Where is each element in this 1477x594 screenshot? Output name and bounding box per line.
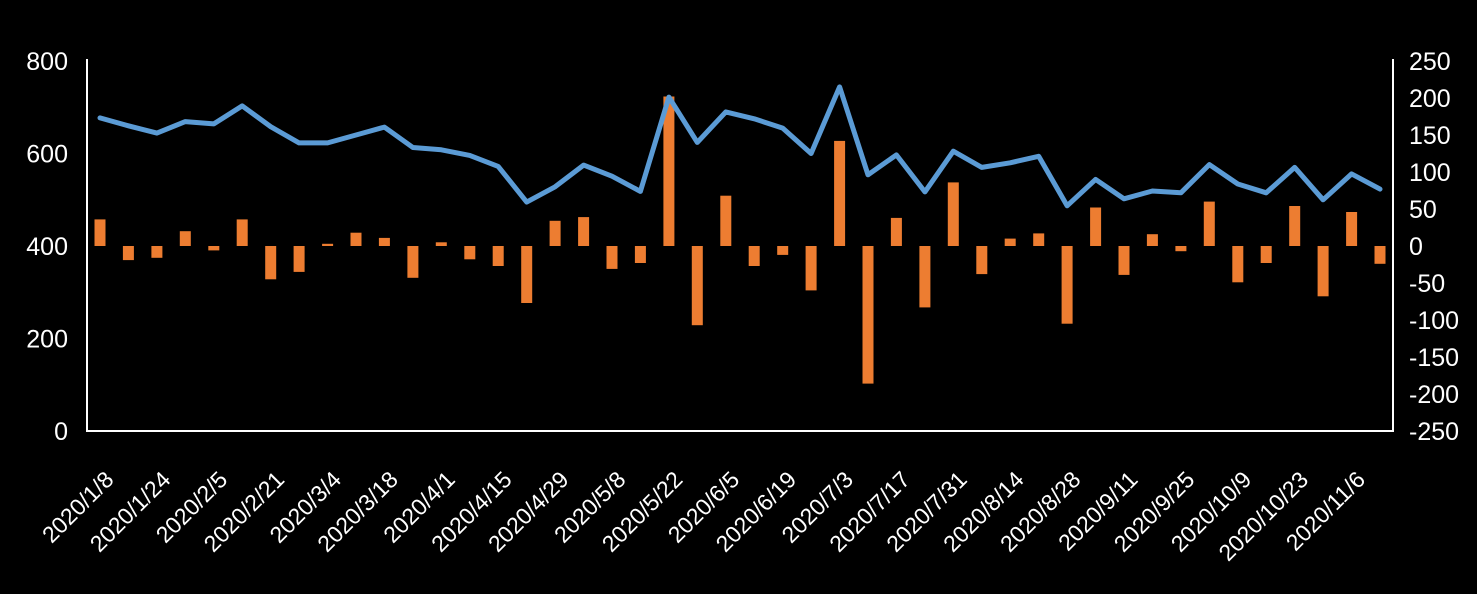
bar (663, 96, 675, 246)
bar (1061, 246, 1073, 324)
bar (890, 217, 902, 246)
bar (208, 246, 220, 251)
right-axis-tick-label: -150 (1409, 344, 1459, 372)
bar (1175, 246, 1187, 252)
bar (805, 246, 817, 291)
bar (777, 246, 789, 255)
bar (1232, 246, 1244, 283)
bar (1118, 246, 1130, 275)
right-axis-tick-label: 100 (1409, 159, 1451, 187)
bar (464, 246, 476, 260)
bar (1317, 246, 1329, 297)
bar (919, 246, 931, 308)
bar (293, 246, 305, 272)
bar (407, 246, 419, 278)
left-axis-tick-label: 600 (26, 140, 68, 168)
bar (947, 182, 959, 246)
bar (1004, 238, 1016, 246)
right-axis-tick-label: -50 (1409, 270, 1445, 298)
bar (1090, 207, 1102, 246)
right-axis-tick-label: 0 (1409, 233, 1423, 261)
left-axis-tick-label: 400 (26, 233, 68, 261)
bar (720, 195, 732, 246)
bar (322, 243, 334, 246)
bar (634, 246, 646, 263)
right-axis-tick-label: 200 (1409, 85, 1451, 113)
left-axis-tick-label: 800 (26, 48, 68, 76)
bar (976, 246, 988, 275)
bar (1033, 233, 1045, 246)
bar (122, 246, 134, 261)
right-axis-tick-label: 250 (1409, 48, 1451, 76)
left-axis-tick-label: 0 (54, 418, 68, 446)
right-axis-tick-label: 150 (1409, 122, 1451, 150)
bar (265, 246, 277, 280)
bar (350, 232, 362, 246)
bar (492, 246, 504, 266)
bar (1260, 246, 1272, 263)
bar (1346, 212, 1358, 246)
bar (378, 237, 390, 246)
bar (236, 219, 248, 246)
right-axis-tick-label: -200 (1409, 381, 1459, 409)
bar (521, 246, 533, 303)
right-axis-tick-label: -250 (1409, 418, 1459, 446)
bar (94, 219, 106, 246)
right-axis-tick-label: -100 (1409, 307, 1459, 335)
bar (1289, 206, 1301, 246)
bar (606, 246, 618, 269)
bar (862, 246, 874, 384)
bar (691, 246, 703, 326)
bar (549, 220, 561, 246)
bar (748, 246, 760, 266)
left-axis-tick-label: 200 (26, 325, 68, 353)
bar (1374, 246, 1386, 264)
bar (151, 246, 163, 258)
line-series-path (97, 84, 1383, 209)
bar (435, 242, 447, 246)
bar (1203, 201, 1215, 246)
bar (578, 217, 590, 246)
right-axis-tick-label: 50 (1409, 196, 1437, 224)
bar (834, 140, 846, 246)
bar (1146, 234, 1158, 246)
bar (179, 231, 191, 246)
